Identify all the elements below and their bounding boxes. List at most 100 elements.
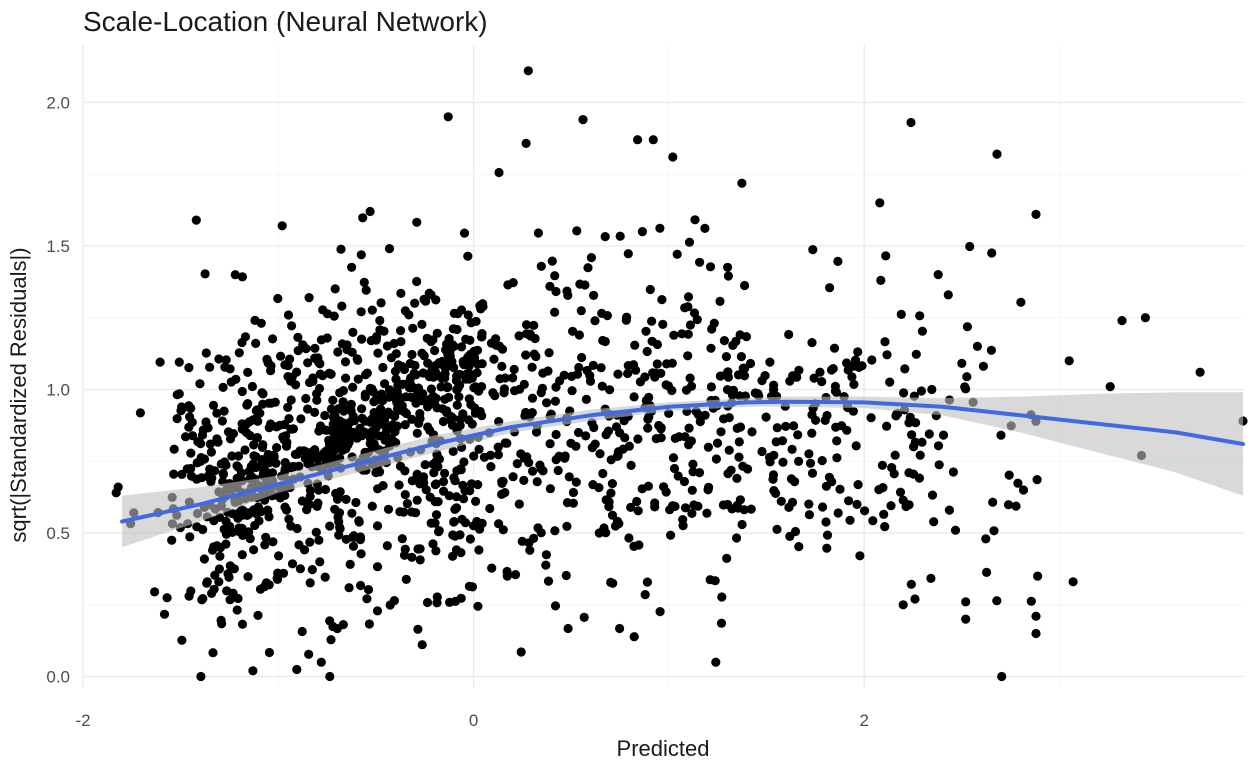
data-point	[391, 395, 401, 405]
data-point	[647, 336, 657, 346]
data-point	[684, 423, 694, 433]
data-point	[1031, 628, 1041, 639]
data-point	[790, 477, 800, 487]
data-point	[431, 295, 441, 305]
data-point	[794, 456, 804, 466]
data-point	[233, 451, 244, 461]
data-point	[567, 371, 577, 381]
data-point	[688, 467, 698, 477]
data-point	[413, 544, 423, 554]
data-point	[645, 284, 655, 295]
data-point	[1195, 367, 1205, 377]
data-point	[521, 138, 531, 148]
data-point	[261, 578, 271, 588]
x-axis-title: Predicted	[617, 736, 710, 761]
data-point	[760, 371, 770, 381]
data-point	[273, 293, 283, 304]
data-point	[642, 346, 652, 357]
data-point	[459, 457, 469, 467]
data-point	[344, 583, 354, 593]
data-point	[910, 594, 920, 604]
data-point	[789, 421, 799, 431]
data-point	[611, 422, 622, 432]
data-point	[597, 381, 607, 391]
data-point	[477, 518, 487, 529]
data-point	[444, 392, 454, 402]
data-point	[992, 149, 1002, 159]
data-point	[944, 505, 955, 515]
data-point	[412, 276, 422, 287]
data-point	[305, 578, 315, 588]
data-point	[308, 373, 318, 383]
data-point	[474, 545, 484, 555]
data-point	[807, 428, 817, 438]
data-point	[303, 358, 313, 368]
data-point	[878, 483, 888, 493]
data-point	[186, 586, 196, 596]
data-point	[357, 404, 367, 414]
y-tick-label: 0.0	[46, 668, 70, 687]
data-point	[833, 256, 843, 266]
data-point	[254, 516, 264, 526]
data-point	[415, 479, 425, 489]
data-point	[550, 307, 560, 317]
data-point	[655, 223, 665, 233]
data-point	[606, 488, 616, 498]
data-point	[172, 414, 182, 424]
data-point	[351, 497, 361, 508]
data-point	[449, 517, 459, 527]
data-point	[237, 386, 247, 397]
data-point	[378, 481, 388, 491]
data-point	[365, 206, 375, 217]
data-point	[508, 373, 518, 383]
data-point	[494, 167, 504, 178]
data-point	[292, 664, 302, 675]
data-point	[385, 385, 395, 395]
data-point	[804, 449, 814, 459]
data-point	[817, 456, 827, 466]
data-point	[219, 406, 229, 416]
data-point	[688, 459, 698, 469]
data-point	[542, 398, 552, 408]
data-point	[417, 319, 427, 329]
data-point	[459, 228, 470, 238]
data-point	[322, 446, 332, 456]
data-point	[411, 508, 421, 518]
data-point	[848, 406, 859, 416]
data-point	[240, 332, 251, 342]
data-point	[297, 626, 307, 637]
data-point	[692, 315, 702, 325]
data-point	[438, 477, 449, 487]
data-point	[494, 519, 504, 529]
data-point	[900, 364, 910, 374]
data-point	[876, 275, 886, 285]
data-point	[471, 316, 481, 326]
data-point	[678, 515, 688, 525]
data-point	[442, 406, 452, 416]
data-point	[286, 376, 296, 386]
data-point	[711, 657, 721, 667]
data-point	[191, 215, 201, 225]
data-point	[324, 368, 334, 378]
data-point	[793, 430, 803, 440]
data-point	[472, 368, 482, 378]
data-point	[348, 382, 358, 392]
data-point	[251, 414, 261, 424]
data-point	[555, 376, 565, 386]
data-point	[745, 358, 756, 369]
data-point	[531, 351, 541, 362]
data-point	[305, 485, 315, 495]
data-point	[550, 396, 561, 406]
data-point	[527, 408, 537, 418]
data-point	[467, 419, 477, 429]
y-tick-label: 2.0	[46, 93, 70, 112]
data-point	[367, 501, 377, 511]
data-point	[244, 466, 254, 476]
data-point	[723, 262, 733, 272]
data-point	[1064, 356, 1074, 366]
data-point	[333, 347, 343, 357]
data-point	[221, 539, 231, 549]
data-point	[637, 227, 648, 237]
data-point	[508, 278, 518, 288]
data-point	[477, 411, 487, 421]
